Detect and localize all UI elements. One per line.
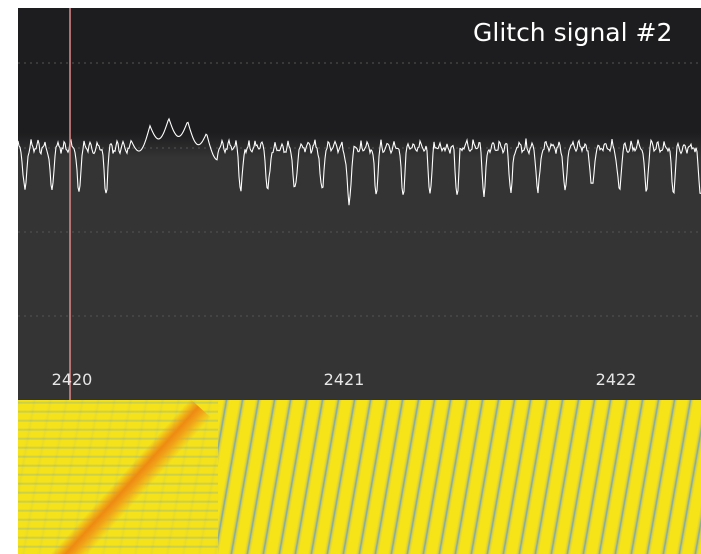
time-label: 2420 (52, 370, 93, 389)
time-label: 2422 (596, 370, 637, 389)
spectrogram (18, 400, 701, 554)
signal-title: Glitch signal #2 (473, 18, 672, 47)
waveform (18, 119, 701, 205)
waveform-canvas (18, 8, 701, 400)
time-label: 2421 (324, 370, 365, 389)
app: Glitch signal #2 2420 2421 2422 (() => {… (0, 0, 701, 554)
grid (18, 63, 701, 316)
waveform-panel: Glitch signal #2 2420 2421 2422 (18, 8, 701, 400)
